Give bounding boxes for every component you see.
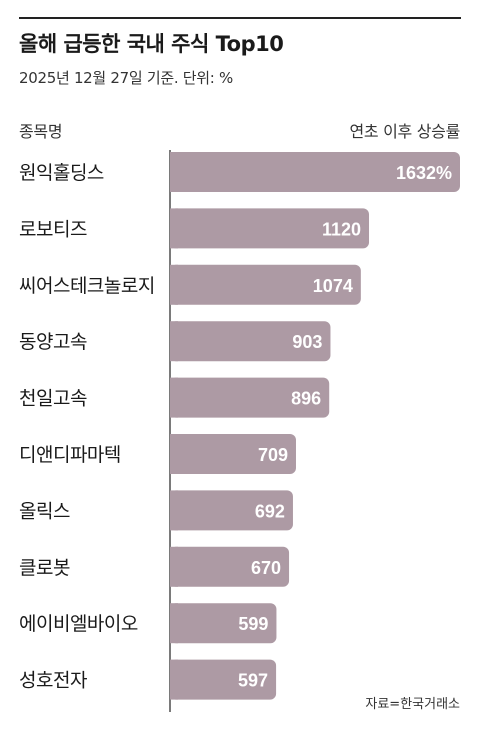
value-label: 1120 <box>322 219 361 239</box>
category-label: 천일고속 <box>19 388 87 410</box>
category-label: 올릭스 <box>19 500 70 522</box>
chart-title: 올해 급등한 국내 주식 Top10 <box>19 32 284 56</box>
category-label: 로보티즈 <box>19 218 87 240</box>
bar-base <box>170 434 178 474</box>
bar <box>170 659 277 700</box>
value-label: 599 <box>238 614 268 634</box>
value-header: 연초 이후 상승률 <box>349 122 460 141</box>
bar-base <box>170 603 178 644</box>
bar <box>170 152 460 192</box>
category-label: 성호전자 <box>19 670 87 692</box>
chart-subtitle: 2025년 12월 27일 기준. 단위: % <box>19 69 233 87</box>
bar-base <box>170 546 178 587</box>
category-label: 씨어스테크놀로지 <box>19 275 155 297</box>
top-rule <box>19 17 461 19</box>
category-label: 클로봇 <box>19 557 70 579</box>
bar-base <box>170 490 178 531</box>
value-label: 597 <box>238 671 268 691</box>
bar <box>170 490 293 531</box>
bar-base <box>170 208 178 249</box>
bar-base <box>170 152 178 192</box>
bar-base <box>170 377 178 418</box>
bar <box>170 264 361 305</box>
bar <box>170 603 277 644</box>
bar <box>170 321 331 362</box>
category-label: 에이비엘바이오 <box>19 613 138 635</box>
bar-base <box>170 659 178 700</box>
bar <box>170 208 370 249</box>
value-label: 692 <box>255 501 285 521</box>
value-label: 670 <box>251 558 281 578</box>
bar <box>170 434 296 474</box>
category-label: 동양고속 <box>19 331 87 353</box>
value-label: 903 <box>292 332 322 352</box>
bar <box>170 546 290 587</box>
value-label: 1632% <box>396 163 452 183</box>
bar <box>170 377 330 418</box>
category-label: 디앤디파마텍 <box>19 444 121 466</box>
source-note: 자료=한국거래소 <box>365 697 460 712</box>
category-header: 종목명 <box>19 122 63 141</box>
bar-base <box>170 321 178 362</box>
bar-base <box>170 264 178 305</box>
value-label: 709 <box>258 445 288 465</box>
value-label: 1074 <box>313 276 353 296</box>
value-label: 896 <box>291 389 321 409</box>
category-label: 원익홀딩스 <box>19 162 104 184</box>
